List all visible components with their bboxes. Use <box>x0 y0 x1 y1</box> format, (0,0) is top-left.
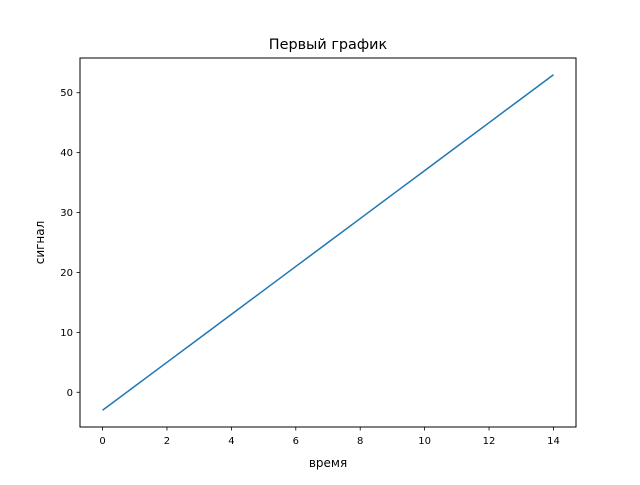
y-tick-label: 50 <box>60 88 73 99</box>
series-line-0 <box>102 74 554 411</box>
x-tick-label: 12 <box>483 436 496 447</box>
axes-frame <box>79 57 577 428</box>
x-tick-label: 2 <box>164 436 170 447</box>
y-tick-label: 0 <box>67 388 73 399</box>
y-tick-label: 40 <box>60 148 73 159</box>
x-axis-label: время <box>309 456 347 470</box>
x-tick-label: 14 <box>547 436 560 447</box>
x-tick-label: 4 <box>228 436 234 447</box>
y-tick-label: 30 <box>60 208 73 219</box>
x-tick-label: 6 <box>293 436 299 447</box>
y-axis-label: сигнал <box>33 221 47 265</box>
y-tick-label: 20 <box>60 268 73 279</box>
chart-title: Первый график <box>269 37 388 53</box>
x-tick-label: 8 <box>357 436 363 447</box>
x-tick-label: 0 <box>99 436 105 447</box>
y-tick-label: 10 <box>60 328 73 339</box>
x-tick-label: 10 <box>418 436 431 447</box>
